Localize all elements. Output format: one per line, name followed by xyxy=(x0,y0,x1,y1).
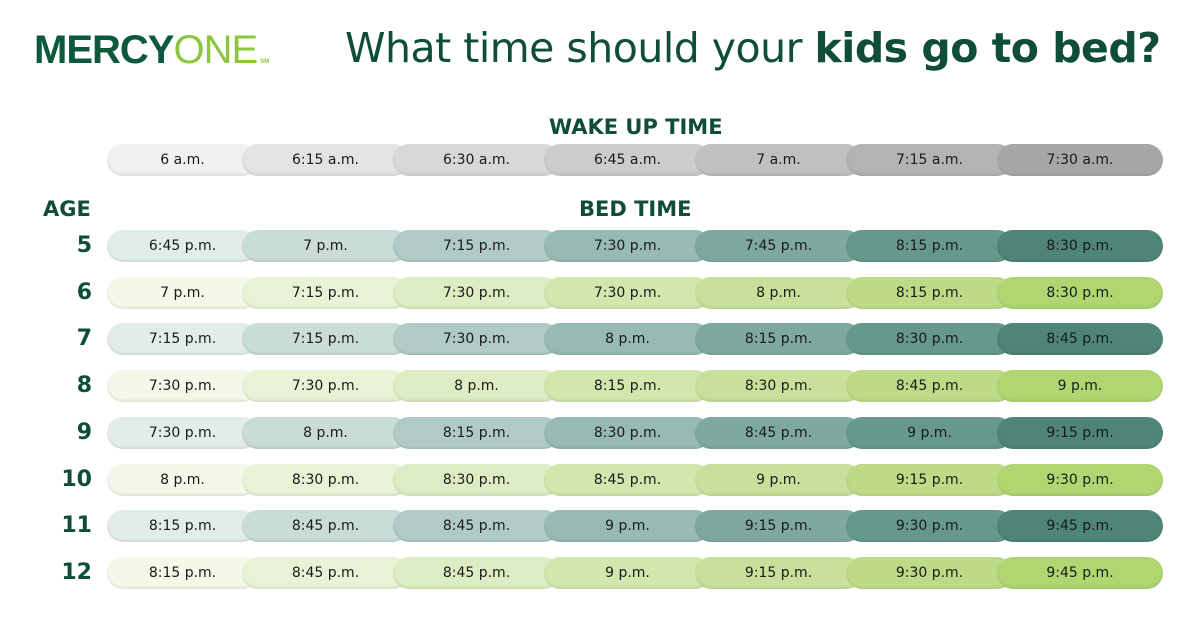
age-label: 9 xyxy=(76,420,92,445)
time-cell: 9 p.m. xyxy=(695,464,862,496)
age-label: 7 xyxy=(76,326,92,351)
bed-time-row: 8:15 p.m. 8:45 p.m. 8:45 p.m. 9 p.m. 9:15 p.… xyxy=(107,557,1163,589)
time-cell: 8:30 p.m. xyxy=(695,370,862,402)
time-cell: 8 p.m. xyxy=(544,323,711,355)
time-cell: 8 p.m. xyxy=(393,370,560,402)
bed-time-header: BED TIME xyxy=(579,197,692,221)
mercyone-logo: MERCYONE SM xyxy=(34,28,269,84)
time-cell: 7:30 p.m. xyxy=(544,277,711,309)
logo-text-one: ONE xyxy=(173,28,258,72)
title-bold: kids go to bed? xyxy=(814,24,1161,72)
time-cell: 9 p.m. xyxy=(997,370,1163,402)
time-cell: 7 p.m. xyxy=(107,277,258,309)
time-cell: 9:15 p.m. xyxy=(695,557,862,589)
time-cell: 8:30 p.m. xyxy=(544,417,711,449)
time-cell: 8:15 p.m. xyxy=(393,417,560,449)
time-cell: 9 p.m. xyxy=(544,510,711,542)
time-cell: 8:30 p.m. xyxy=(242,464,409,496)
time-cell: 8:45 p.m. xyxy=(393,510,560,542)
time-cell: 9:30 p.m. xyxy=(846,510,1013,542)
age-label: 5 xyxy=(76,233,92,258)
time-cell: 7 a.m. xyxy=(695,144,862,176)
time-cell: 8:30 p.m. xyxy=(393,464,560,496)
time-cell: 6:30 a.m. xyxy=(393,144,560,176)
bed-time-row: 7:30 p.m. 8 p.m. 8:15 p.m. 8:30 p.m. 8:45 p.… xyxy=(107,417,1163,449)
time-cell: 7:30 p.m. xyxy=(242,370,409,402)
time-cell: 8:45 p.m. xyxy=(544,464,711,496)
time-cell: 7:30 p.m. xyxy=(393,323,560,355)
time-cell: 8:30 p.m. xyxy=(997,277,1163,309)
time-cell: 6 a.m. xyxy=(107,144,258,176)
time-cell: 8:45 p.m. xyxy=(393,557,560,589)
time-cell: 9:15 p.m. xyxy=(695,510,862,542)
time-cell: 7:15 a.m. xyxy=(846,144,1013,176)
bed-time-row: 6:45 p.m. 7 p.m. 7:15 p.m. 7:30 p.m. 7:45 p.… xyxy=(107,230,1163,262)
time-cell: 8 p.m. xyxy=(695,277,862,309)
age-label: 6 xyxy=(76,280,92,305)
bed-time-row: 7 p.m. 7:15 p.m. 7:30 p.m. 7:30 p.m. 8 p.m. 8… xyxy=(107,277,1163,309)
time-cell: 8:15 p.m. xyxy=(544,370,711,402)
wake-up-time-header: WAKE UP TIME xyxy=(549,115,723,139)
time-cell: 8 p.m. xyxy=(107,464,258,496)
title-regular: What time should your xyxy=(345,24,815,72)
time-cell: 8:45 p.m. xyxy=(997,323,1163,355)
bed-time-row: 7:15 p.m. 7:15 p.m. 7:30 p.m. 8 p.m. 8:15 p.… xyxy=(107,323,1163,355)
bed-time-row: 8:15 p.m. 8:45 p.m. 8:45 p.m. 9 p.m. 9:15 p.… xyxy=(107,510,1163,542)
time-cell: 8:15 p.m. xyxy=(846,277,1013,309)
time-cell: 8 p.m. xyxy=(242,417,409,449)
time-cell: 6:45 p.m. xyxy=(107,230,258,262)
time-cell: 7 p.m. xyxy=(242,230,409,262)
time-cell: 9 p.m. xyxy=(544,557,711,589)
age-label: 8 xyxy=(76,373,92,398)
time-cell: 7:45 p.m. xyxy=(695,230,862,262)
time-cell: 8:30 p.m. xyxy=(846,323,1013,355)
bed-time-row: 8 p.m. 8:30 p.m. 8:30 p.m. 8:45 p.m. 9 p.m. 9… xyxy=(107,464,1163,496)
time-cell: 8:45 p.m. xyxy=(695,417,862,449)
age-header: AGE xyxy=(43,197,91,221)
time-cell: 7:15 p.m. xyxy=(107,323,258,355)
time-cell: 8:15 p.m. xyxy=(107,557,258,589)
time-cell: 9:45 p.m. xyxy=(997,510,1163,542)
time-cell: 8:15 p.m. xyxy=(846,230,1013,262)
time-cell: 7:30 p.m. xyxy=(107,417,258,449)
time-cell: 7:30 p.m. xyxy=(393,277,560,309)
time-cell: 9:30 p.m. xyxy=(846,557,1013,589)
time-cell: 8:45 p.m. xyxy=(242,557,409,589)
logo-service-mark: SM xyxy=(260,59,270,65)
time-cell: 9:30 p.m. xyxy=(997,464,1163,496)
time-cell: 9:45 p.m. xyxy=(997,557,1163,589)
logo-text-mercy: MERCY xyxy=(34,28,174,72)
time-cell: 8:30 p.m. xyxy=(997,230,1163,262)
time-cell: 7:15 p.m. xyxy=(242,323,409,355)
age-label: 12 xyxy=(61,560,92,585)
page-title: What time should your kids go to bed? xyxy=(345,24,1161,72)
time-cell: 6:45 a.m. xyxy=(544,144,711,176)
bed-time-row: 7:30 p.m. 7:30 p.m. 8 p.m. 8:15 p.m. 8:30 p.… xyxy=(107,370,1163,402)
time-cell: 7:30 p.m. xyxy=(544,230,711,262)
age-label: 11 xyxy=(61,513,92,538)
time-cell: 8:45 p.m. xyxy=(846,370,1013,402)
time-cell: 9:15 p.m. xyxy=(997,417,1163,449)
wake-time-row: 6 a.m. 6:15 a.m. 6:30 a.m. 6:45 a.m. 7 a.m. 7… xyxy=(107,144,1163,176)
time-cell: 8:15 p.m. xyxy=(107,510,258,542)
time-cell: 7:30 a.m. xyxy=(997,144,1163,176)
time-cell: 7:15 p.m. xyxy=(393,230,560,262)
time-cell: 8:45 p.m. xyxy=(242,510,409,542)
age-label: 10 xyxy=(61,467,92,492)
time-cell: 9:15 p.m. xyxy=(846,464,1013,496)
time-cell: 6:15 a.m. xyxy=(242,144,409,176)
time-cell: 7:15 p.m. xyxy=(242,277,409,309)
time-cell: 8:15 p.m. xyxy=(695,323,862,355)
time-cell: 7:30 p.m. xyxy=(107,370,258,402)
time-cell: 9 p.m. xyxy=(846,417,1013,449)
